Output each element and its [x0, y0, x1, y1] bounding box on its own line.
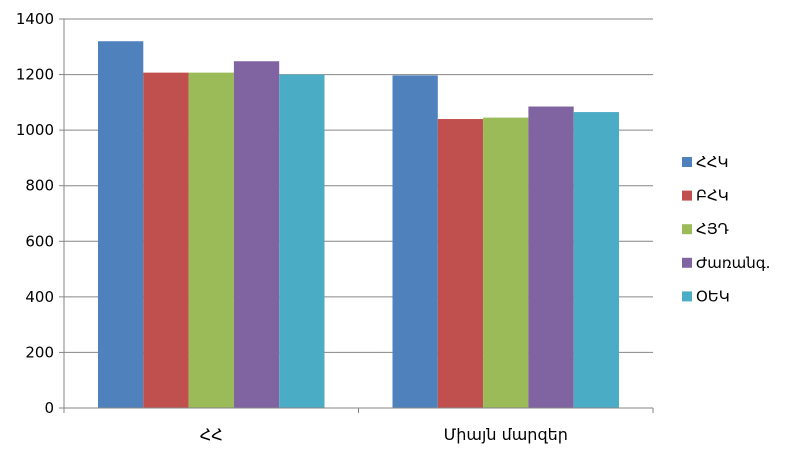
bar-3-1: [188, 72, 234, 408]
bar-3-2: [483, 117, 529, 408]
legend: ՀՀԿ ԲՀԿ ՀՅԴ Ժառանգ. ՕԵԿ: [682, 153, 770, 305]
bars: [98, 41, 619, 409]
bar-4-2: [528, 106, 574, 409]
bar-2-1: [143, 72, 189, 408]
x-category-label: ՀՀ: [200, 425, 223, 444]
legend-label-3: ՀՅԴ: [696, 220, 729, 238]
x-category-label: Միայն մարզեր: [444, 425, 568, 444]
y-tick-label: 200: [25, 343, 54, 361]
y-tick-label: 1400: [16, 10, 54, 28]
bar-4-1: [233, 61, 280, 409]
y-tick-label: 600: [25, 232, 54, 250]
legend-swatch-4: [682, 257, 692, 268]
bar-2-2: [437, 119, 484, 409]
y-tick-label: 1000: [16, 121, 54, 139]
legend-label-5: ՕԵԿ: [696, 287, 730, 305]
y-tick-label: 800: [25, 177, 54, 195]
legend-swatch-5: [682, 291, 692, 302]
bar-1-1: [98, 41, 144, 408]
legend-label-4: Ժառանգ.: [696, 254, 770, 272]
legend-label-2: ԲՀԿ: [696, 187, 729, 205]
y-tick-label: 0: [44, 399, 54, 417]
bar-5-2: [573, 112, 619, 408]
bar-5-1: [279, 74, 325, 409]
axes: 0 200 400 600 800 1000 1200 1400 ՀՀ Միայն մարզեր: [16, 10, 654, 444]
legend-label-1: ՀՀԿ: [696, 153, 728, 171]
legend-swatch-2: [682, 190, 692, 201]
y-tick-label: 1200: [16, 66, 54, 84]
legend-swatch-1: [682, 157, 692, 167]
bar-1-2: [392, 75, 438, 408]
y-tick-label: 400: [25, 288, 54, 306]
legend-swatch-3: [682, 224, 692, 235]
